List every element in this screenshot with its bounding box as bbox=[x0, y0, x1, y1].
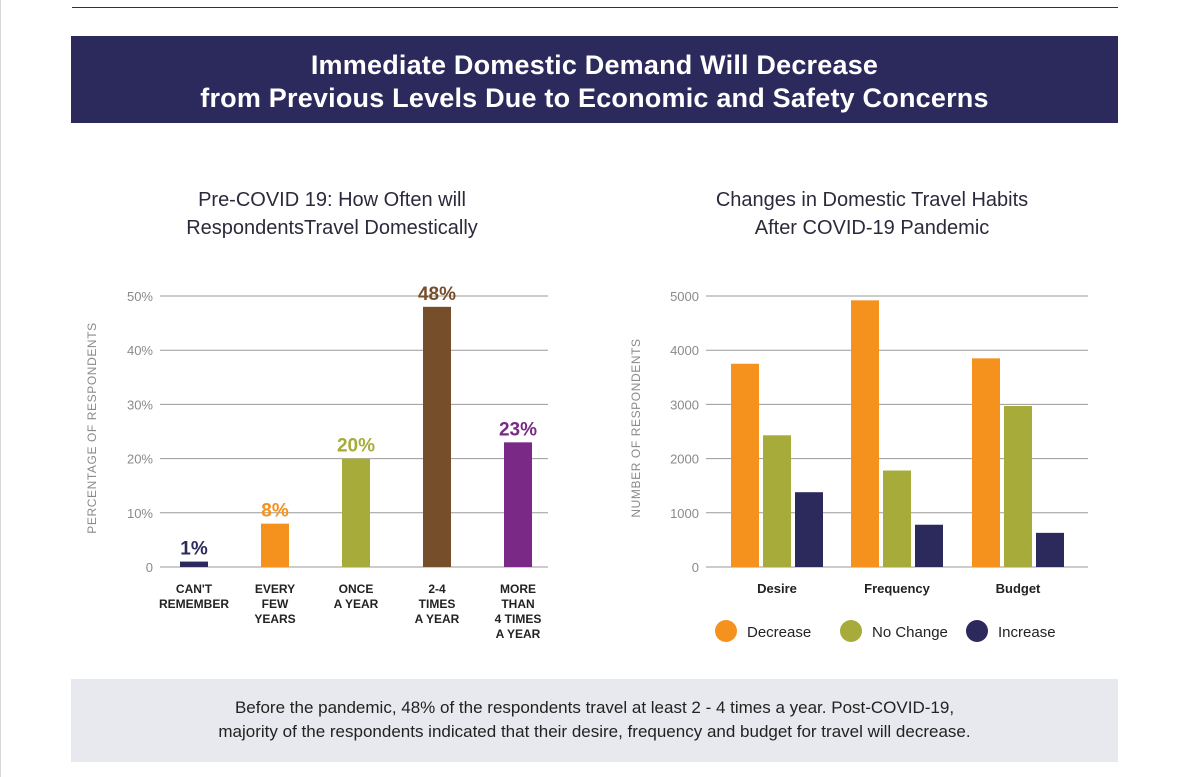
chart2-bar-increase bbox=[1036, 532, 1064, 567]
chart2-bar-decrease bbox=[731, 363, 759, 567]
chart1-ytick-label: 30% bbox=[127, 397, 153, 412]
chart2-legend-label: Increase bbox=[998, 624, 1056, 641]
chart2-title-line1: Changes in Domestic Travel Habits bbox=[715, 189, 1029, 211]
chart1-category-label: CAN'T bbox=[176, 582, 213, 596]
banner-title-line2: from Previous Levels Due to Economic and… bbox=[200, 83, 989, 113]
chart2-category-label: Frequency bbox=[864, 581, 931, 596]
chart2-bar-increase bbox=[795, 492, 823, 567]
chart1-category-label: YEARS bbox=[254, 612, 295, 626]
chart1-data-label: 48% bbox=[418, 284, 456, 305]
chart1-bar bbox=[504, 442, 532, 567]
chart1-data-label: 8% bbox=[261, 501, 289, 522]
chart2-ytick-label: 0 bbox=[692, 560, 699, 575]
chart1-ytick-label: 20% bbox=[127, 452, 153, 467]
chart2-category-label: Desire bbox=[757, 581, 797, 596]
chart2-bar-increase bbox=[915, 524, 943, 567]
chart2-bar-decrease bbox=[851, 300, 879, 567]
chart1-data-label: 20% bbox=[337, 436, 375, 457]
chart2-legend-swatch bbox=[715, 620, 737, 642]
chart2-legend-swatch bbox=[840, 620, 862, 642]
chart1-category-label: 2-4 bbox=[428, 582, 446, 596]
chart1-ytick-label: 10% bbox=[127, 506, 153, 521]
chart1-title-line1: Pre-COVID 19: How Often will bbox=[198, 189, 466, 211]
chart2-bar-no-change bbox=[763, 435, 791, 567]
chart2-ytick-label: 4000 bbox=[670, 343, 699, 358]
chart1-svg: 0 10% 20% 30% 40% 50% PERCENTAGE OF RESPONDENT… bbox=[85, 284, 548, 641]
chart1-category-label: A YEAR bbox=[334, 597, 379, 611]
chart1-title-line2: RespondentsTravel Domestically bbox=[186, 217, 478, 239]
chart1-ytick-label: 40% bbox=[127, 343, 153, 358]
chart2-svg: 0 1000 2000 3000 4000 5000 NUMBER OF RESPONDEN… bbox=[629, 289, 1088, 642]
chart2-ytick-label: 2000 bbox=[670, 452, 699, 467]
chart1-ytick-label: 0 bbox=[146, 560, 153, 575]
chart1-category-label: FEW bbox=[262, 597, 289, 611]
banner-title-line1: Immediate Domestic Demand Will Decrease bbox=[310, 50, 879, 80]
chart1-bar bbox=[180, 561, 208, 567]
footer-summary: Before the pandemic, 48% of the responde… bbox=[71, 679, 1118, 762]
chart1-category-label: TIMES bbox=[419, 597, 456, 611]
chart1-data-label: 1% bbox=[180, 539, 208, 560]
chart2-ytick-label: 1000 bbox=[670, 506, 699, 521]
chart1-title: Pre-COVID 19: How Often will Respondents… bbox=[132, 186, 532, 242]
chart1-category-label: MORE bbox=[500, 582, 536, 596]
chart2-legend-label: Decrease bbox=[747, 624, 811, 641]
chart1-data-label: 23% bbox=[499, 419, 537, 440]
top-rule bbox=[72, 7, 1118, 8]
chart2-bar-no-change bbox=[1004, 406, 1032, 567]
page-edge bbox=[0, 0, 1, 777]
chart2-ytick-label: 3000 bbox=[670, 397, 699, 412]
chart2-bar-decrease bbox=[972, 358, 1000, 567]
footer-line2: majority of the respondents indicated th… bbox=[218, 722, 971, 741]
footer-line1: Before the pandemic, 48% of the responde… bbox=[234, 698, 955, 717]
chart1-bar bbox=[423, 306, 451, 567]
chart2-bar-no-change bbox=[883, 470, 911, 567]
chart2-ylabel: NUMBER OF RESPONDENTS bbox=[629, 338, 643, 517]
chart1-bar bbox=[342, 458, 370, 567]
chart1-category-label: EVERY bbox=[255, 582, 295, 596]
chart2-ytick-label: 5000 bbox=[670, 289, 699, 304]
chart1-category-label: 4 TIMES bbox=[495, 612, 542, 626]
chart2-title: Changes in Domestic Travel Habits After … bbox=[672, 186, 1072, 242]
chart1-category-label: A YEAR bbox=[415, 612, 460, 626]
chart2-title-line2: After COVID-19 Pandemic bbox=[754, 217, 990, 239]
chart1-bar bbox=[261, 523, 289, 567]
chart2-legend-swatch bbox=[966, 620, 988, 642]
chart1-ytick-label: 50% bbox=[127, 289, 153, 304]
chart1-category-label: A YEAR bbox=[496, 627, 541, 641]
chart1-category-label: THAN bbox=[501, 597, 534, 611]
chart2-legend-label: No Change bbox=[872, 624, 948, 641]
chart2-category-label: Budget bbox=[996, 581, 1041, 596]
banner: Immediate Domestic Demand Will Decrease … bbox=[71, 36, 1118, 123]
chart1-ylabel: PERCENTAGE OF RESPONDENTS bbox=[85, 322, 99, 533]
chart1-category-label: REMEMBER bbox=[159, 597, 229, 611]
chart1-category-label: ONCE bbox=[339, 582, 374, 596]
